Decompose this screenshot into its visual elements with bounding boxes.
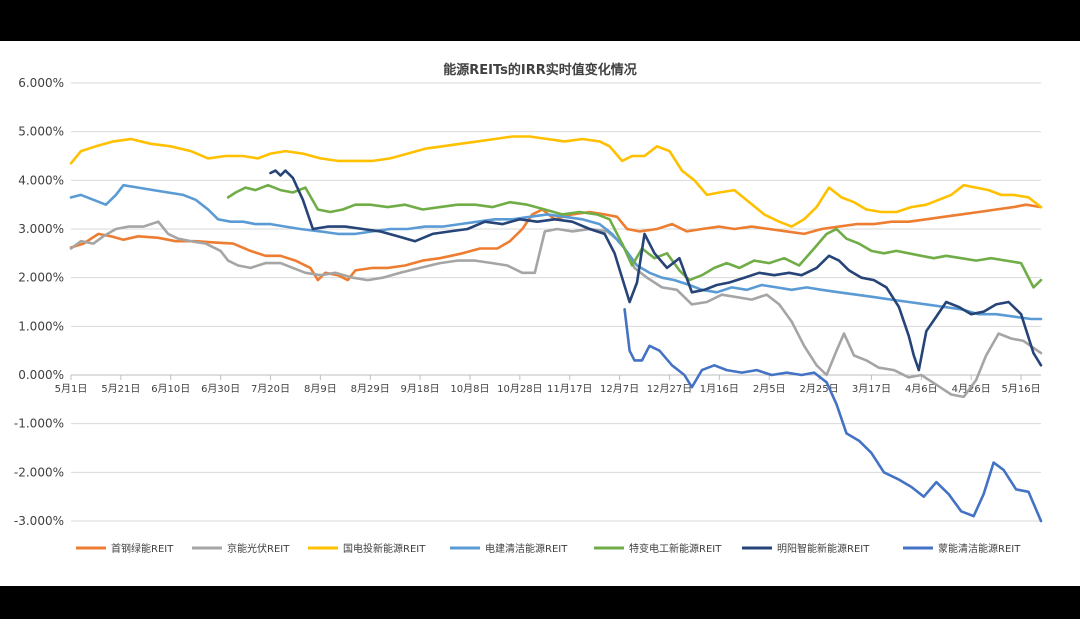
series-line bbox=[69, 135, 1043, 228]
legend-label: 明阳智能新能源REIT bbox=[777, 542, 870, 555]
x-tick-label: 8月9日 bbox=[304, 383, 337, 395]
x-tick-label: 1月16日 bbox=[700, 383, 739, 395]
y-tick-label: 2.000% bbox=[18, 271, 64, 285]
x-tick-label: 7月20日 bbox=[251, 383, 290, 395]
series-line bbox=[226, 183, 1043, 289]
series-line bbox=[69, 220, 1043, 399]
legend-label: 首钢绿能REIT bbox=[111, 542, 174, 555]
x-tick-label: 4月6日 bbox=[905, 383, 938, 395]
chart-panel: 能源REITs的IRR实时值变化情况 -3.000% -2.000% -1.000%… bbox=[0, 41, 1080, 586]
y-tick-label: -1.000% bbox=[14, 417, 64, 431]
x-axis: 5月1日 5月21日 6月10日 6月30日 7月20日 8月9日 8月29日 9月18日 10… bbox=[55, 374, 1041, 395]
legend-label: 京能光伏REIT bbox=[227, 542, 290, 555]
legend-label: 电建清洁能源REIT bbox=[485, 542, 568, 555]
y-tick-label: 1.000% bbox=[18, 319, 64, 333]
x-tick-label: 5月16日 bbox=[1002, 383, 1041, 395]
y-tick-label: 0.000% bbox=[18, 368, 64, 382]
legend-label: 国电投新能源REIT bbox=[343, 542, 426, 555]
y-axis: -3.000% -2.000% -1.000% 0.000% 1.000% 2.000% 3… bbox=[14, 76, 64, 528]
x-tick-label: 5月21日 bbox=[101, 383, 140, 395]
x-tick-label: 12月7日 bbox=[600, 383, 639, 395]
x-tick-label: 9月18日 bbox=[401, 383, 440, 395]
x-tick-label: 3月17日 bbox=[852, 383, 891, 395]
chart-svg: 能源REITs的IRR实时值变化情况 -3.000% -2.000% -1.000%… bbox=[14, 62, 1043, 555]
series-line bbox=[69, 203, 1043, 282]
x-tick-label: 10月8日 bbox=[450, 383, 489, 395]
x-tick-label: 8月29日 bbox=[351, 383, 390, 395]
x-tick-label: 4月26日 bbox=[952, 383, 991, 395]
x-tick-label: 2月5日 bbox=[753, 383, 786, 395]
x-tick-label: 12月27日 bbox=[647, 383, 692, 395]
y-tick-label: -2.000% bbox=[14, 465, 64, 479]
x-tick-label: 6月30日 bbox=[201, 383, 240, 395]
chart-title: 能源REITs的IRR实时值变化情况 bbox=[443, 62, 636, 78]
series-line bbox=[69, 183, 1043, 321]
y-tick-label: 5.000% bbox=[18, 125, 64, 139]
x-tick-label: 6月10日 bbox=[151, 383, 190, 395]
x-tick-label: 11月17日 bbox=[547, 383, 592, 395]
y-tick-label: 4.000% bbox=[18, 173, 64, 187]
series-line bbox=[269, 169, 1043, 372]
series-layer bbox=[69, 135, 1043, 523]
y-tick-label: -3.000% bbox=[14, 514, 64, 528]
legend-label: 特变电工新能源REIT bbox=[629, 542, 722, 555]
y-tick-label: 3.000% bbox=[18, 222, 64, 236]
series-line bbox=[623, 308, 1043, 523]
legend: 首钢绿能REIT 京能光伏REIT 国电投新能源REIT 电建清洁能源REIT 特变电工… bbox=[76, 542, 1021, 555]
legend-label: 蒙能清洁能源REIT bbox=[938, 542, 1021, 555]
x-tick-label: 10月28日 bbox=[497, 383, 542, 395]
x-tick-label: 5月1日 bbox=[55, 383, 88, 395]
y-tick-label: 6.000% bbox=[18, 76, 64, 90]
